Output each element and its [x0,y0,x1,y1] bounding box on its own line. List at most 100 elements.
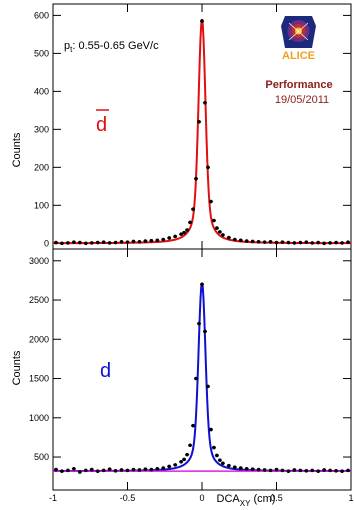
bottom-data-point [72,467,76,471]
bottom-data-point [197,321,201,326]
bottom-data-point [256,467,261,472]
top-data-point [322,241,326,246]
bottom-fit-line [53,282,351,473]
bottom-fit-curve [53,282,351,473]
bottom-data-point [185,452,189,457]
bottom-data-point [113,468,118,473]
x-tick-label: -1 [49,493,57,503]
date-label: 19/05/2011 [275,94,329,106]
top-data-point [200,19,204,23]
bottom-data-point [78,470,82,474]
top-data-point [66,241,70,245]
top-y-tick-label: 200 [34,162,49,172]
top-data-point [161,237,166,242]
bottom-data-point [286,469,291,473]
bottom-y-tick-label: 3000 [29,256,49,266]
top-y-tick-label: 100 [34,200,49,210]
top-data-point [143,239,148,243]
top-data-point [256,239,261,244]
bottom-data-point [218,458,222,462]
bottom-data-point [194,376,198,381]
alice-logo: ALICE [281,16,316,62]
top-data-point [107,241,112,245]
bottom-data-point [227,463,231,468]
bottom-data-point [149,467,154,472]
bottom-data-point [60,469,64,473]
top-data-point [340,241,344,245]
bottom-data-point [274,467,279,472]
top-data-point [310,241,315,245]
top-data-point [215,226,219,230]
top-y-tick-label: 300 [34,124,49,134]
top-data-point [250,239,255,244]
top-data-point [89,241,94,245]
bottom-data-point [328,468,332,473]
top-data-point [292,241,297,245]
bottom-data-point [101,468,106,473]
bottom-data-point [107,467,112,471]
bottom-data-point [310,468,315,473]
x-tick-label: -0.5 [120,493,136,503]
top-data-point [221,233,225,237]
bottom-data-point [125,468,130,473]
top-data-point [149,238,154,243]
top-data-point [328,241,332,245]
bottom-y-tick-label: 1000 [29,413,49,423]
bottom-y-tick-label: 2500 [29,295,49,305]
top-data-point [280,240,285,244]
bottom-data-point [304,468,309,473]
top-data-point [113,240,118,245]
bottom-data-point [54,467,58,472]
deuteron-label: d [100,360,111,382]
top-data-point [227,235,231,240]
top-data-point [232,237,237,242]
top-data-point [203,100,207,105]
bottom-data-point [215,453,219,458]
bottom-data-point [221,461,225,466]
top-data-points [53,19,351,246]
top-data-point [268,239,273,244]
top-data-point [125,240,130,244]
bottom-data-point [182,457,186,462]
top-data-point [298,240,303,245]
top-data-point [191,207,195,211]
top-data-point [206,165,210,170]
bottom-data-point [131,467,136,472]
bottom-data-point [137,468,142,472]
bottom-data-point [119,468,124,472]
bottom-data-point [200,282,204,287]
bottom-data-point [292,468,297,472]
top-data-point [334,240,338,245]
top-data-point [346,240,350,244]
bottom-data-point [250,467,255,471]
top-data-point [78,240,82,245]
top-data-point [119,239,124,244]
x-tick-label: 0.5 [270,493,283,503]
bottom-y-tick-label: 500 [34,452,49,462]
top-data-point [209,199,213,204]
top-data-point [83,241,88,246]
bottom-data-point [232,465,237,470]
top-data-point [179,232,183,236]
bottom-data-point [316,469,321,473]
x-tick-label: 1 [348,493,353,503]
top-data-point [286,240,291,245]
bottom-data-point [334,468,338,473]
bottom-data-point [179,459,183,464]
bottom-data-point [89,467,94,472]
bottom-data-point [95,469,100,473]
top-data-point [316,240,321,245]
bottom-data-point [209,427,213,432]
top-y-tick-label: 600 [34,10,49,20]
top-y-tick-label: 0 [44,238,49,248]
bottom-data-point [191,423,195,428]
bottom-data-point [206,384,210,389]
top-data-point [60,241,64,246]
bottom-data-point [280,468,285,473]
top-data-point [212,218,216,223]
pt-range-annotation: pt: 0.55-0.65 GeV/c [64,40,159,54]
top-data-point [262,240,267,244]
bottom-data-point [244,467,249,471]
svg-text:ALICE: ALICE [282,50,315,62]
